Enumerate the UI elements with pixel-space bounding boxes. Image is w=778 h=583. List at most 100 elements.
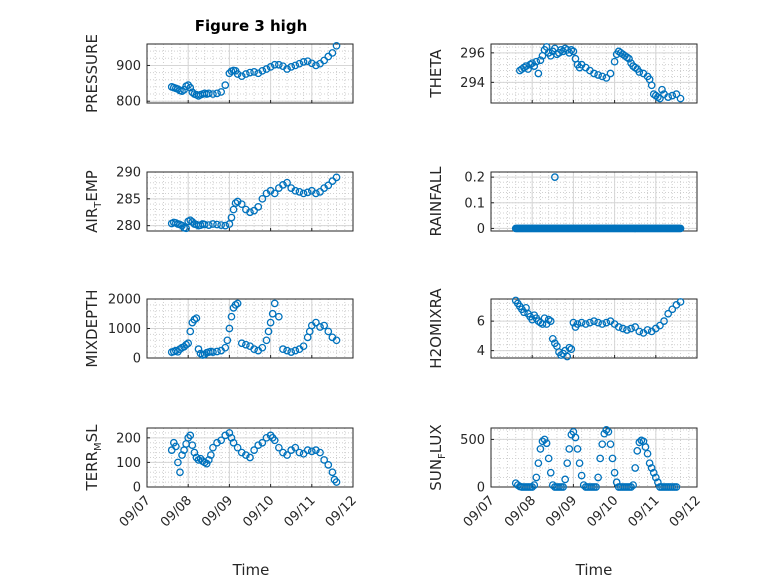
data-point: [270, 189, 279, 198]
x-axis-label-right: Time: [575, 561, 613, 579]
data-point: [654, 478, 662, 487]
data-point: [262, 336, 271, 345]
data-point: [303, 57, 312, 66]
data-point: [602, 318, 611, 327]
panel-mixdepth: 0 1000 2000 MIXDEPTH: [83, 289, 354, 368]
data-point: [190, 448, 199, 457]
data-point: [623, 326, 631, 334]
axes-box: [490, 427, 698, 488]
data-point: [332, 336, 341, 345]
data-point: [592, 483, 600, 491]
data-point: [532, 57, 541, 66]
y-tick-label: 0: [133, 481, 141, 496]
y-tick-label: 6: [477, 315, 485, 330]
data-point: [213, 347, 221, 356]
x-tick-label: 09/10: [584, 493, 621, 530]
panel-pressure: 800 900 PRESSURE: [83, 34, 354, 113]
axes-box: [490, 171, 698, 232]
data-point: [324, 461, 333, 469]
y-tick-label: 4: [477, 344, 485, 359]
data-point: [242, 340, 250, 349]
data-point: [569, 318, 578, 327]
data-point: [287, 63, 296, 71]
data-point: [237, 72, 246, 81]
data-point: [207, 451, 215, 459]
data-point: [176, 345, 184, 353]
x-tick-label: 09/12: [667, 493, 704, 530]
data-point: [542, 439, 551, 448]
data-point: [176, 468, 184, 477]
data-point: [229, 438, 238, 447]
data-point: [526, 60, 534, 69]
data-point: [221, 221, 230, 230]
data-point: [303, 188, 312, 197]
x-tick-label: 09/11: [626, 493, 663, 530]
data-point: [660, 317, 668, 325]
data-point: [598, 72, 607, 81]
data-point: [676, 94, 685, 103]
data-point: [528, 483, 537, 491]
data-point: [320, 321, 329, 330]
data-point: [534, 69, 543, 78]
panel-air: 280 285 290 AIRTEMP: [83, 166, 354, 234]
data-point: [540, 435, 549, 444]
data-point: [643, 326, 652, 334]
data-point: [250, 68, 258, 76]
data-point: [221, 81, 230, 89]
data-point: [217, 221, 226, 229]
y-axis-label: RAINFALL: [427, 166, 445, 237]
y-tick-label: 800: [116, 95, 141, 110]
y-axis-label: MIXDEPTH: [83, 289, 101, 367]
x-axis-label-left: Time: [232, 561, 270, 579]
data-point: [586, 318, 594, 327]
data-point: [188, 441, 197, 450]
data-point: [332, 478, 341, 486]
data-point: [668, 305, 677, 314]
data-point: [647, 464, 656, 472]
data-point: [602, 426, 611, 434]
data-point: [324, 181, 333, 190]
data-point: [567, 46, 576, 54]
data-point: [194, 345, 203, 353]
data-point: [299, 189, 308, 198]
data-point: [544, 315, 553, 324]
data-point: [178, 451, 186, 459]
data-point: [295, 187, 304, 196]
data-point: [594, 473, 602, 482]
data-point: [563, 352, 572, 361]
data-point: [664, 93, 673, 101]
data-point: [631, 323, 640, 331]
data-point: [649, 468, 658, 477]
data-point: [274, 312, 283, 321]
data-point: [328, 177, 337, 185]
data-point: [608, 454, 617, 463]
x-tick-label: 09/07: [461, 493, 498, 530]
data-point: [283, 346, 291, 355]
data-point: [577, 471, 586, 480]
data-point: [573, 320, 582, 328]
data-point: [654, 93, 662, 101]
data-point: [656, 321, 664, 330]
data-point: [287, 348, 296, 356]
data-point: [544, 454, 553, 463]
data-point: [532, 473, 541, 482]
data-point: [171, 442, 180, 451]
y-tick-label: 296: [460, 46, 485, 61]
data-point: [295, 448, 304, 457]
data-point: [274, 443, 283, 452]
data-point: [209, 220, 217, 228]
data-point: [246, 68, 254, 77]
data-point: [645, 459, 654, 468]
data-point: [672, 483, 681, 491]
axes-box: [146, 171, 354, 232]
y-tick-label: 0: [133, 352, 141, 367]
data-point: [225, 324, 234, 333]
x-tick-label: 09/10: [240, 493, 277, 530]
data-point: [266, 63, 275, 71]
data-point: [182, 340, 190, 349]
data-point: [623, 53, 631, 62]
data-point: [283, 451, 291, 459]
data-point: [299, 449, 308, 458]
data-point: [200, 350, 209, 359]
data-point: [332, 173, 341, 182]
